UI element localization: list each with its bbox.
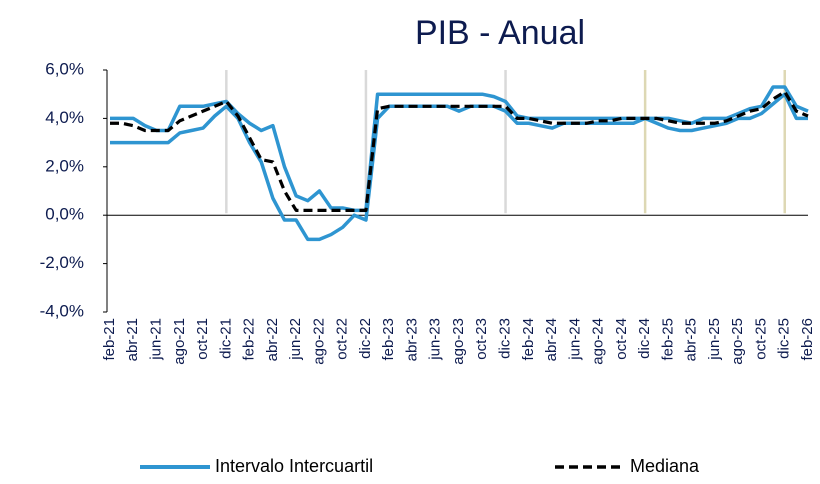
median-line xyxy=(110,90,809,212)
y-tick-label: -4,0% xyxy=(40,301,84,320)
y-tick-label: 4,0% xyxy=(45,108,84,127)
x-tick-label: jun-24 xyxy=(566,318,583,361)
band-lower-line xyxy=(110,92,808,242)
x-tick-label: ago-25 xyxy=(729,318,746,365)
x-tick-label: dic-22 xyxy=(357,318,374,359)
x-tick-label: ago-22 xyxy=(310,318,327,365)
x-tick-label: jun-22 xyxy=(287,318,304,361)
x-tick-label: ago-23 xyxy=(450,318,467,365)
x-tick-label: dic-21 xyxy=(217,318,234,359)
legend-label: Intervalo Intercuartil xyxy=(215,456,373,476)
band-upper-line xyxy=(110,85,809,213)
x-tick-label: feb-22 xyxy=(241,318,258,361)
x-tick-label: abr-21 xyxy=(124,318,141,361)
x-tick-label: oct-21 xyxy=(194,318,211,360)
x-tick-label: abr-24 xyxy=(543,318,560,361)
x-tick-label: oct-22 xyxy=(334,318,351,360)
x-tick-label: oct-25 xyxy=(752,318,769,360)
x-tick-label: oct-24 xyxy=(613,318,630,360)
x-tick-label: dic-23 xyxy=(497,318,514,359)
y-tick-label: 0,0% xyxy=(45,205,84,224)
x-tick-label: feb-23 xyxy=(380,318,397,361)
x-tick-label: ago-21 xyxy=(171,318,188,365)
x-tick-label: feb-26 xyxy=(799,318,816,361)
x-tick-label: feb-25 xyxy=(659,318,676,361)
x-tick-label: feb-24 xyxy=(520,318,537,361)
x-tick-label: abr-23 xyxy=(403,318,420,361)
y-tick-label: -2,0% xyxy=(40,253,84,272)
x-tick-label: abr-25 xyxy=(683,318,700,361)
chart-title: PIB - Anual xyxy=(415,14,585,52)
y-tick-label: 6,0% xyxy=(45,59,84,78)
x-tick-label: jun-23 xyxy=(427,318,444,361)
y-tick-label: 2,0% xyxy=(45,156,84,175)
legend-label: Mediana xyxy=(630,456,700,476)
x-tick-label: dic-24 xyxy=(636,318,653,359)
x-tick-label: jun-25 xyxy=(706,318,723,361)
x-tick-label: ago-24 xyxy=(590,318,607,365)
x-tick-label: dic-25 xyxy=(776,318,793,359)
x-tick-label: feb-21 xyxy=(101,318,118,361)
x-tick-label: jun-21 xyxy=(148,318,165,361)
x-tick-label: oct-23 xyxy=(473,318,490,360)
x-tick-label: abr-22 xyxy=(264,318,281,361)
